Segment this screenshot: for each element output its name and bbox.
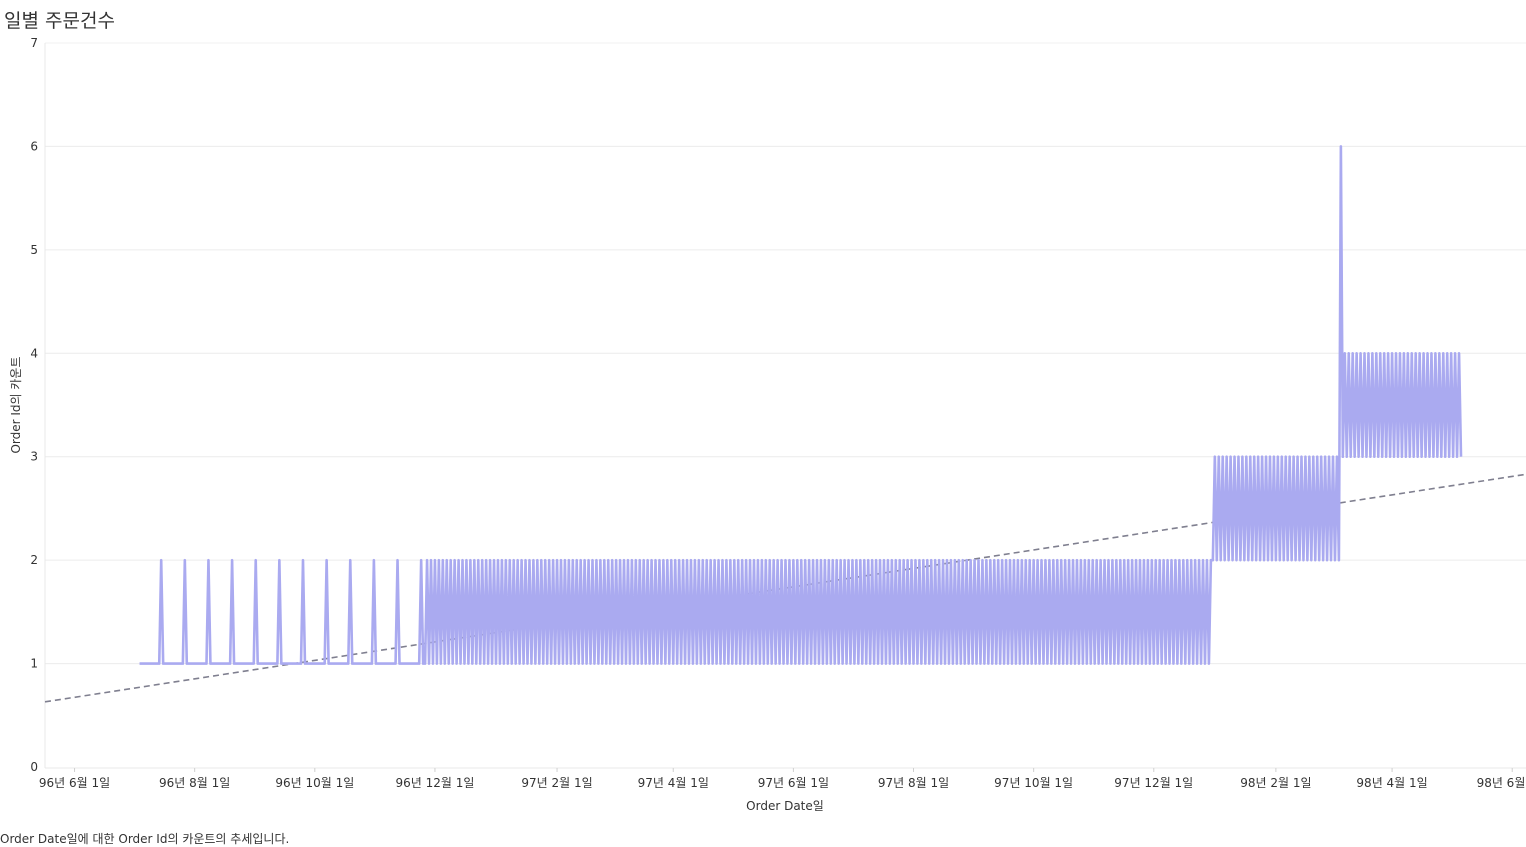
- y-tick-label: 4: [30, 346, 38, 360]
- x-tick-label: 97년 10월 1일: [994, 776, 1073, 790]
- y-tick-label: 7: [30, 36, 38, 50]
- x-tick-label: 98년 2월 1일: [1240, 776, 1311, 790]
- series-line[interactable]: [139, 145, 1463, 665]
- y-tick-label: 5: [30, 243, 38, 257]
- x-axis-title: Order Date일: [746, 799, 824, 813]
- x-tick-label: 96년 8월 1일: [159, 776, 230, 790]
- x-axis-ticks: 96년 6월 1일 96년 8월 1일 96년 10월 1일 96년 12월 1일 97…: [39, 768, 1526, 790]
- x-tick-label: 97년 12월 1일: [1114, 776, 1193, 790]
- gridlines: [44, 42, 1526, 769]
- x-tick-label: 98년 6월 1일: [1477, 776, 1526, 790]
- x-tick-label: 96년 6월 1일: [39, 776, 110, 790]
- y-tick-label: 2: [30, 553, 38, 567]
- series-layer[interactable]: [139, 145, 1463, 665]
- x-tick-label: 97년 8월 1일: [878, 776, 949, 790]
- y-tick-label: 3: [30, 450, 38, 464]
- x-tick-label: 97년 4월 1일: [638, 776, 709, 790]
- x-tick-label: 97년 2월 1일: [521, 776, 592, 790]
- x-tick-label: 98년 4월 1일: [1356, 776, 1427, 790]
- y-tick-label: 6: [30, 139, 38, 153]
- x-tick-label: 96년 12월 1일: [395, 776, 474, 790]
- chart-caption: Order Date일에 대한 Order Id의 카운트의 추세입니다.: [0, 832, 290, 846]
- y-axis-ticks: 0 1 2 3 4 5 6 7: [30, 36, 38, 774]
- y-tick-label: 1: [30, 657, 38, 671]
- y-axis-title: Order Id의 카운트: [9, 356, 23, 453]
- x-tick-label: 97년 6월 1일: [758, 776, 829, 790]
- y-tick-label: 0: [30, 760, 38, 774]
- chart-title: 일별 주문건수: [4, 10, 115, 32]
- x-tick-label: 96년 10월 1일: [275, 776, 354, 790]
